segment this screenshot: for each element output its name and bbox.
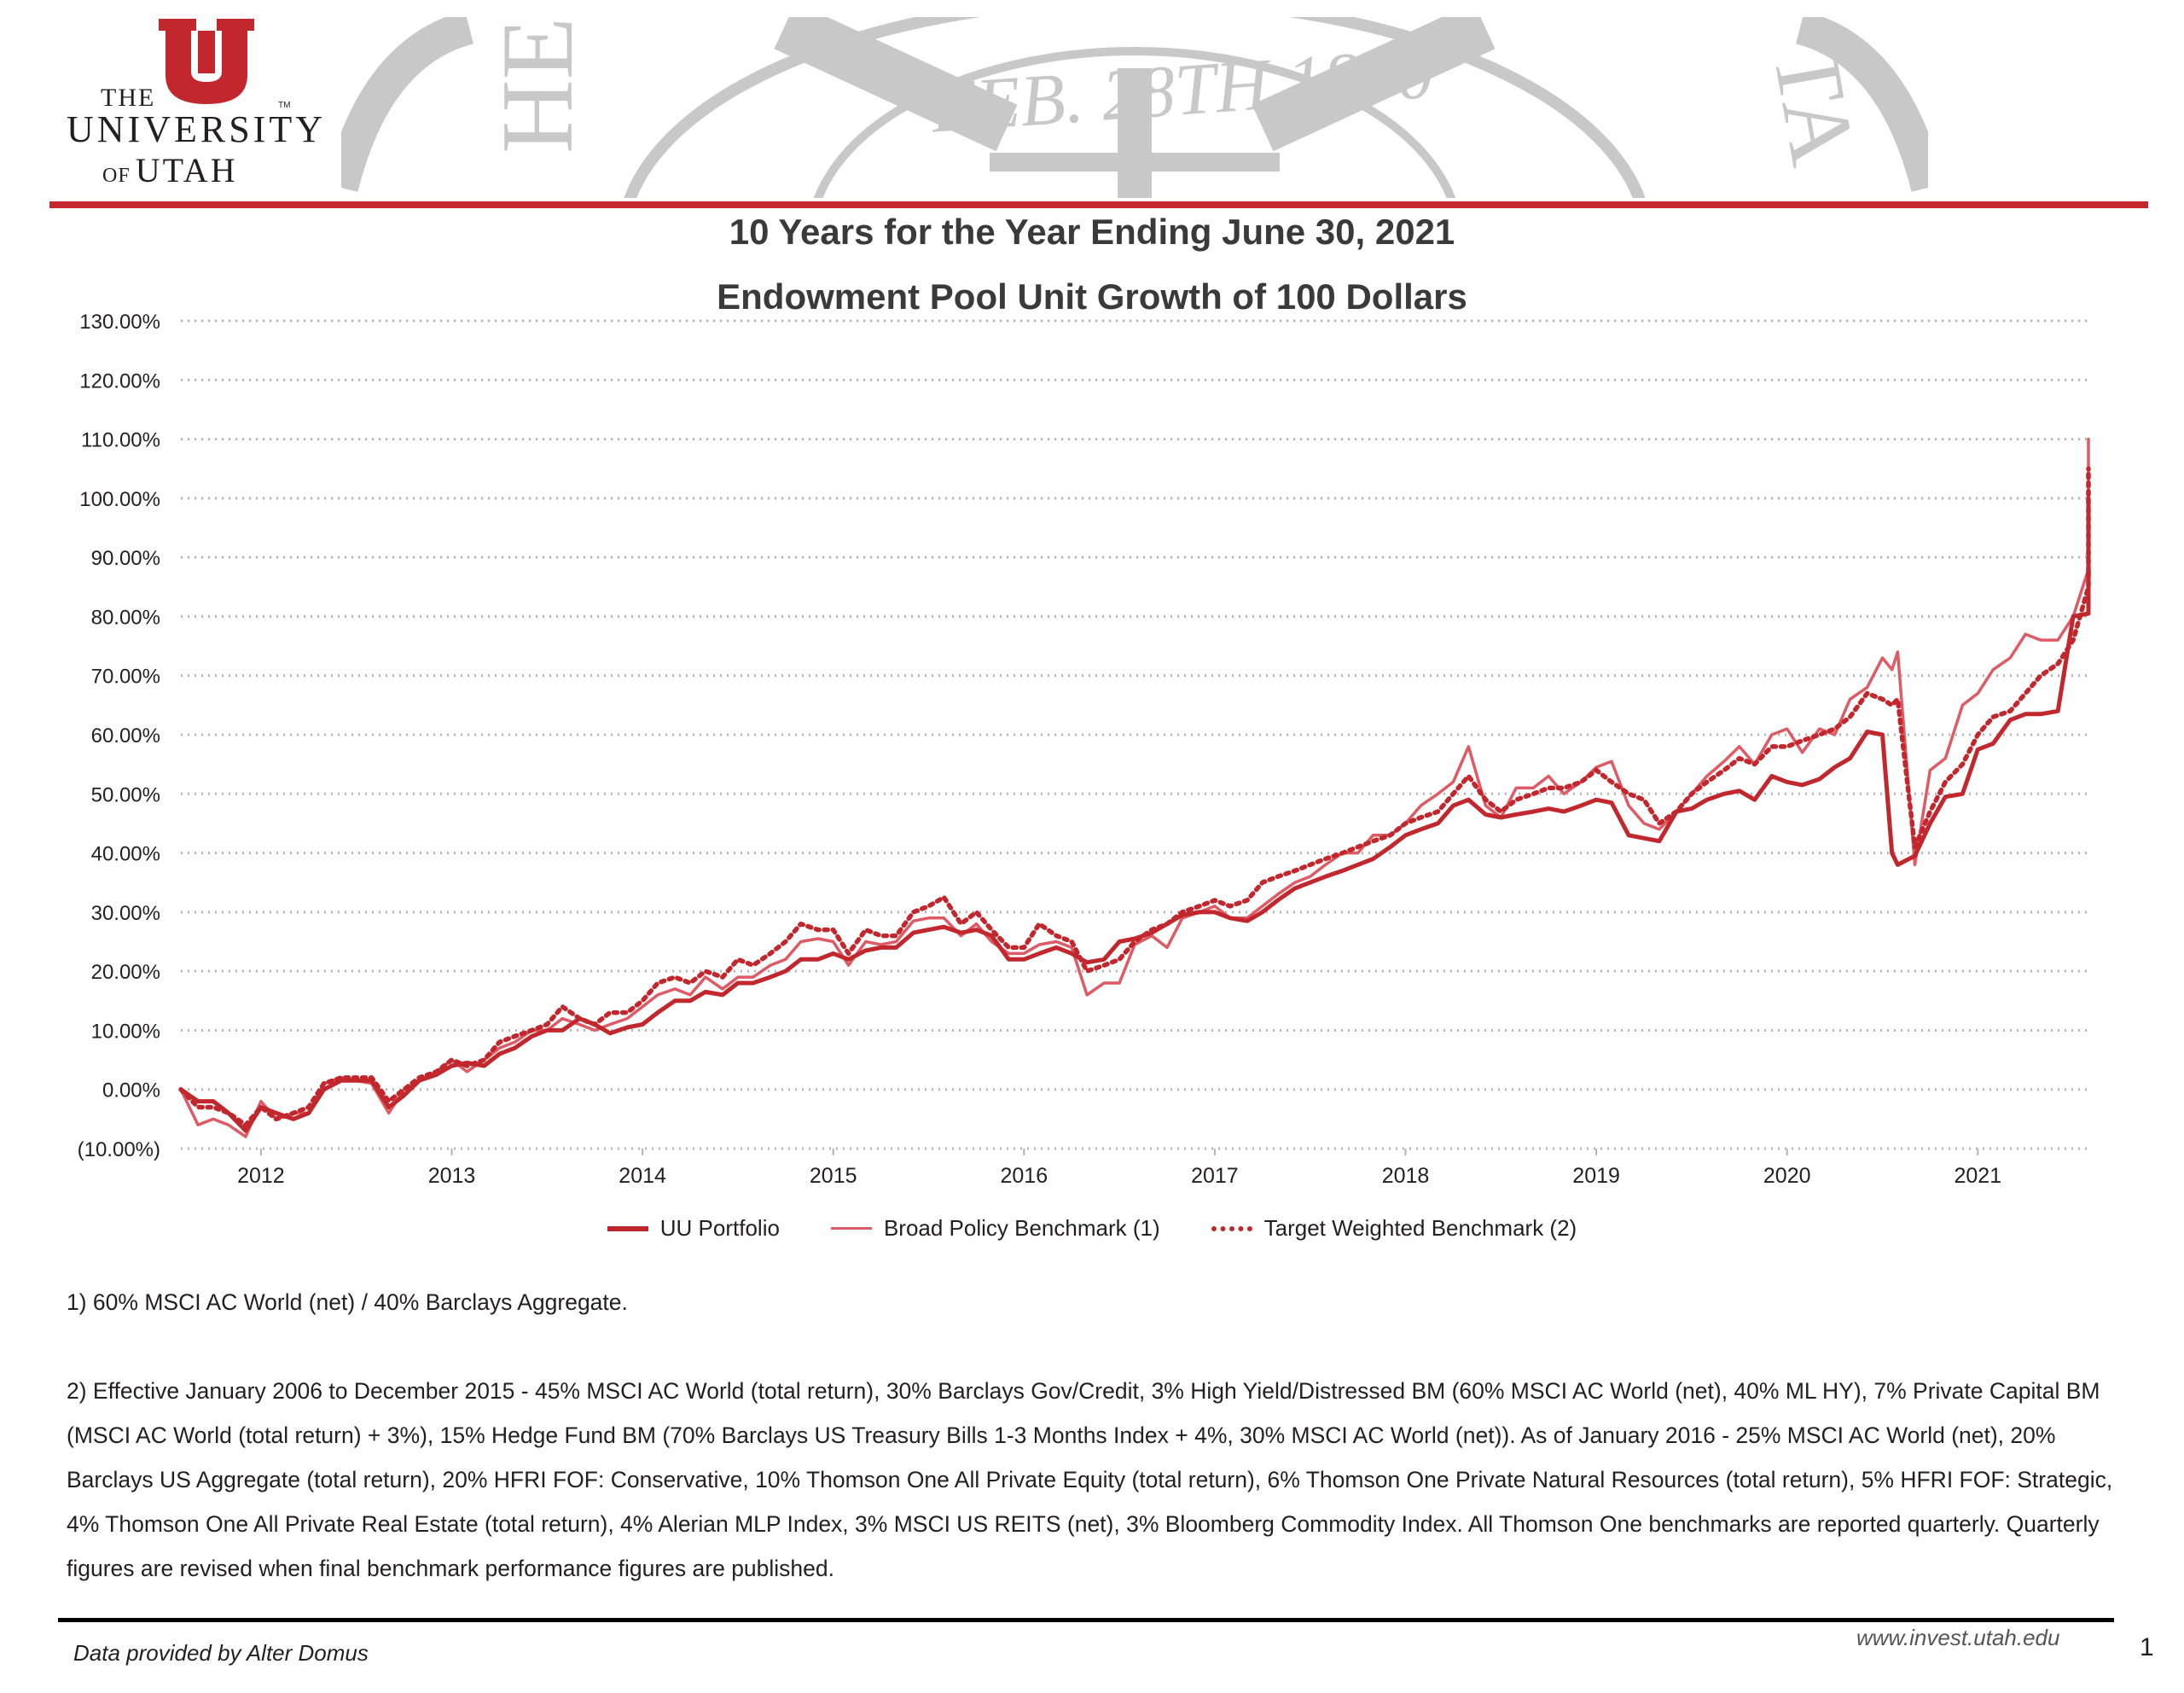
y-tick-label: 120.00% bbox=[79, 369, 160, 393]
footnote-2: 2) Effective January 2006 to December 20… bbox=[67, 1378, 2113, 1581]
page-number: 1 bbox=[2140, 1633, 2154, 1661]
seal-date: FEB. 28TH 1850 bbox=[927, 32, 1436, 148]
header-rule bbox=[49, 201, 2148, 208]
y-tick-label: 100.00% bbox=[79, 488, 160, 511]
legend-swatch-target-weighted bbox=[1211, 1225, 1252, 1231]
x-axis-tick-labels: 2012 2013 2014 2015 2016 2017 2018 2019 2020 2021 bbox=[237, 1149, 2001, 1188]
block-u-icon bbox=[159, 19, 254, 104]
seal-letters-left: HE bbox=[480, 17, 594, 154]
seal-letters-right: TA bbox=[1753, 38, 1876, 172]
chart-subtitle: Endowment Pool Unit Growth of 100 Dollar… bbox=[717, 276, 1467, 317]
legend-item-uu-portfolio: UU Portfolio bbox=[607, 1215, 780, 1242]
x-tick-label: 2020 bbox=[1763, 1164, 1811, 1188]
x-tick-label: 2015 bbox=[810, 1164, 857, 1188]
y-tick-label: 60.00% bbox=[91, 724, 160, 748]
legend-swatch-broad-policy bbox=[830, 1227, 872, 1230]
footer-rule bbox=[58, 1618, 2114, 1622]
y-tick-label: 0.00% bbox=[102, 1079, 160, 1102]
chart-title: 10 Years for the Year Ending June 30, 20… bbox=[729, 212, 1455, 252]
y-tick-label: 50.00% bbox=[91, 783, 160, 806]
footnotes: 1) 60% MSCI AC World (net) / 40% Barclay… bbox=[67, 1280, 2131, 1591]
x-tick-label: 2018 bbox=[1382, 1164, 1430, 1188]
x-tick-label: 2017 bbox=[1191, 1164, 1239, 1188]
x-tick-label: 2012 bbox=[237, 1164, 285, 1188]
data-source: Data provided by Alter Domus bbox=[73, 1640, 369, 1666]
y-tick-label: 70.00% bbox=[91, 666, 160, 689]
x-tick-label: 2016 bbox=[1000, 1164, 1048, 1188]
logo-trademark: TM bbox=[278, 101, 291, 110]
y-tick-label: 90.00% bbox=[91, 547, 160, 570]
logo-of-utah: OF UTAH bbox=[102, 150, 238, 190]
legend-label-target-weighted: Target Weighted Benchmark (2) bbox=[1263, 1215, 1577, 1241]
legend-label-uu-portfolio: UU Portfolio bbox=[659, 1215, 780, 1241]
legend-label-broad-policy: Broad Policy Benchmark (1) bbox=[883, 1215, 1160, 1241]
legend-item-target-weighted: Target Weighted Benchmark (2) bbox=[1211, 1215, 1577, 1242]
x-tick-label: 2013 bbox=[428, 1164, 476, 1188]
y-tick-label: 110.00% bbox=[81, 429, 160, 452]
chart-legend: UU Portfolio Broad Policy Benchmark (1) … bbox=[0, 1215, 2184, 1242]
university-seal-watermark: HE TA FEB. 28TH 1850 bbox=[341, 17, 1928, 198]
x-tick-label: 2019 bbox=[1572, 1164, 1620, 1188]
legend-item-broad-policy: Broad Policy Benchmark (1) bbox=[830, 1215, 1160, 1242]
logo-of: OF bbox=[102, 165, 131, 187]
series-line-target-weighted-benchmark-2 bbox=[178, 466, 2091, 1128]
series-line-broad-policy-benchmark-1 bbox=[179, 437, 2090, 1138]
y-tick-label: (10.00%) bbox=[78, 1138, 160, 1161]
x-tick-label: 2021 bbox=[1954, 1164, 2001, 1188]
y-axis-tick-labels: 130.00% 120.00% 110.00% 100.00% 90.00% 80.00%… bbox=[78, 311, 160, 1161]
y-tick-label: 40.00% bbox=[91, 843, 160, 866]
university-logo: TM THE UNIVERSITY OF UTAH bbox=[49, 19, 322, 189]
chart-series bbox=[178, 437, 2091, 1138]
y-tick-label: 80.00% bbox=[91, 606, 160, 629]
website-url[interactable]: www.invest.utah.edu bbox=[1856, 1625, 2060, 1650]
y-tick-label: 10.00% bbox=[91, 1020, 160, 1043]
y-tick-label: 30.00% bbox=[91, 902, 160, 925]
series-line-uu-portfolio bbox=[178, 496, 2091, 1133]
logo-university: UNIVERSITY bbox=[67, 108, 326, 150]
x-tick-label: 2014 bbox=[619, 1164, 666, 1188]
y-tick-label: 130.00% bbox=[79, 311, 160, 334]
footnote-1: 1) 60% MSCI AC World (net) / 40% Barclay… bbox=[67, 1289, 628, 1315]
y-tick-label: 20.00% bbox=[91, 961, 160, 984]
logo-utah: UTAH bbox=[135, 151, 238, 189]
logo-the: THE bbox=[101, 84, 156, 112]
chart-grid bbox=[181, 319, 2088, 1150]
growth-line-chart: 130.00% 120.00% 110.00% 100.00% 90.00% 80.00%… bbox=[78, 311, 2091, 1188]
legend-swatch-uu-portfolio bbox=[607, 1225, 648, 1231]
